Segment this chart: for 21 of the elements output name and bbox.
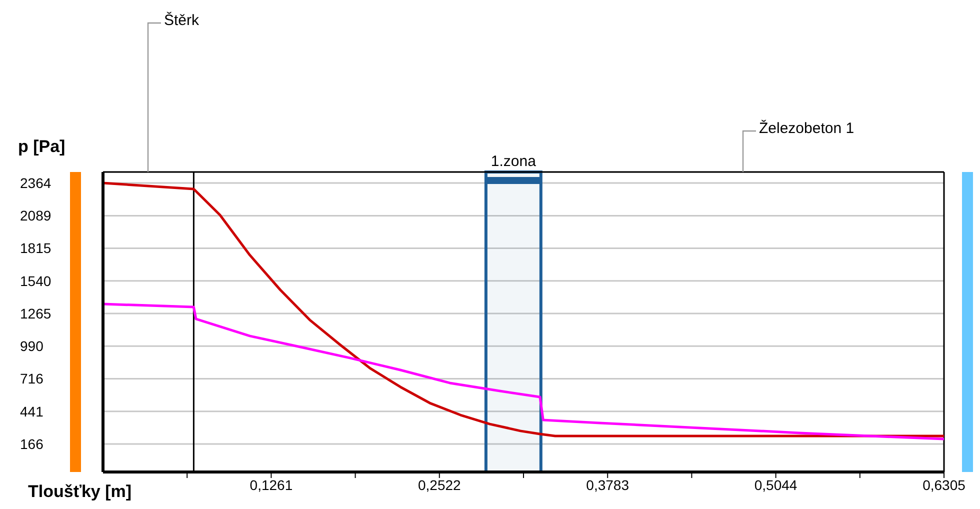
y-tick-label: 2089: [20, 208, 52, 224]
x-tick-label: 0,1261: [250, 476, 293, 493]
x-tick-label: 0,5044: [754, 476, 798, 493]
x-tick-label: 0,3783: [586, 476, 630, 493]
line-series: [103, 182, 944, 438]
y-tick-label: 2364: [20, 175, 52, 192]
y-tick-label: 1815: [20, 240, 52, 256]
line-series: [103, 302, 944, 440]
y-tick-label: 716: [20, 370, 44, 387]
x-tick-label: 0,2522: [418, 476, 462, 493]
y-tick-label: 166: [20, 436, 44, 452]
y-tick-label: 1540: [20, 272, 52, 289]
y-tick-label: 1265: [20, 305, 52, 322]
band-label: 1.zona: [490, 153, 537, 170]
text: Štěrk: [164, 12, 200, 29]
y-tick-label: 441: [20, 403, 44, 420]
y-tick-label: 990: [20, 338, 44, 354]
x-tick-label: 0,6305: [922, 476, 966, 493]
y-axis-title: p [Pa]: [18, 137, 66, 157]
text: Železobeton 1: [759, 120, 854, 137]
x-axis-title: Tloušťky [m]: [28, 482, 132, 502]
